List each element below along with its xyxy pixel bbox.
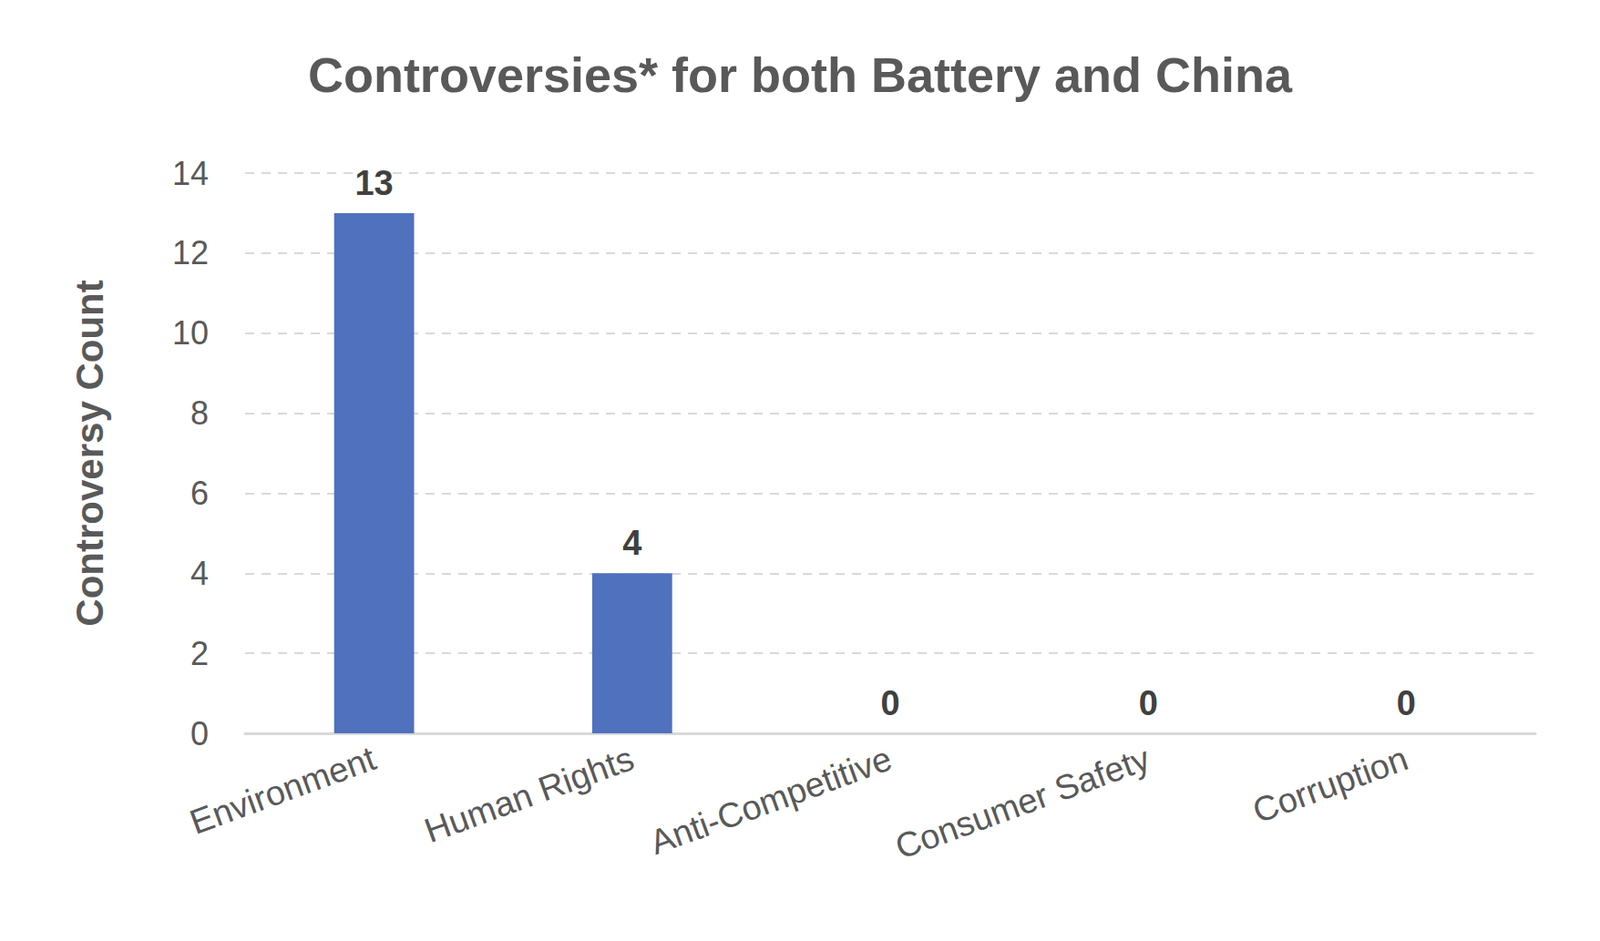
svg-text:0: 0 <box>190 715 209 753</box>
svg-text:4: 4 <box>190 554 209 593</box>
svg-text:0: 0 <box>1396 684 1416 723</box>
svg-text:2: 2 <box>190 635 209 673</box>
svg-text:Consumer Safety: Consumer Safety <box>890 738 1155 867</box>
svg-text:4: 4 <box>622 523 642 563</box>
svg-text:6: 6 <box>190 474 209 513</box>
svg-text:10: 10 <box>172 314 209 352</box>
svg-text:Human Rights: Human Rights <box>419 738 639 851</box>
svg-text:Controversy Count: Controversy Count <box>68 279 112 626</box>
svg-text:0: 0 <box>1138 684 1159 723</box>
svg-text:13: 13 <box>354 164 393 203</box>
svg-text:Environment: Environment <box>184 738 381 842</box>
svg-text:Anti-Competitive: Anti-Competitive <box>645 738 897 862</box>
svg-text:Controversies* for both Batter: Controversies* for both Battery and Chin… <box>307 47 1293 103</box>
svg-text:14: 14 <box>172 154 209 193</box>
svg-text:Corruption: Corruption <box>1247 738 1413 831</box>
svg-text:0: 0 <box>880 684 900 723</box>
svg-text:12: 12 <box>172 234 209 272</box>
svg-text:8: 8 <box>190 394 209 432</box>
